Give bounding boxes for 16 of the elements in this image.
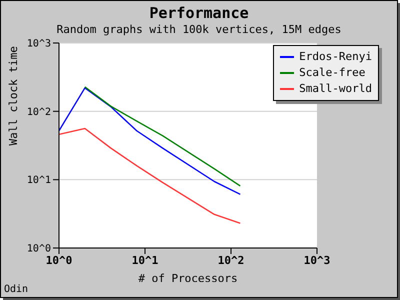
x-tick-label: 10^0 xyxy=(46,254,72,267)
y-tick-label: 10^3 xyxy=(26,38,51,50)
chart-subtitle: Random graphs with 100k vertices, 15M edges xyxy=(56,23,342,36)
y-tick-label: 10^1 xyxy=(26,175,51,186)
x-tick-label: 10^2 xyxy=(218,254,244,267)
legend-label: Erdos-Renyi xyxy=(299,49,372,65)
legend-label: Small-world xyxy=(299,81,372,97)
text: Odin xyxy=(4,284,28,295)
x-tick-label: 10^3 xyxy=(304,254,330,267)
y-axis-title: Wall clock time xyxy=(6,46,20,146)
x-tick-label: 10^1 xyxy=(132,254,159,267)
legend-label: Scale-free xyxy=(299,65,366,81)
y-tick-label: 10^2 xyxy=(26,106,51,118)
chart-title: Performance xyxy=(148,4,250,22)
y-tick-label: 10^0 xyxy=(26,244,51,255)
x-axis-title: # of Processors xyxy=(138,272,238,285)
